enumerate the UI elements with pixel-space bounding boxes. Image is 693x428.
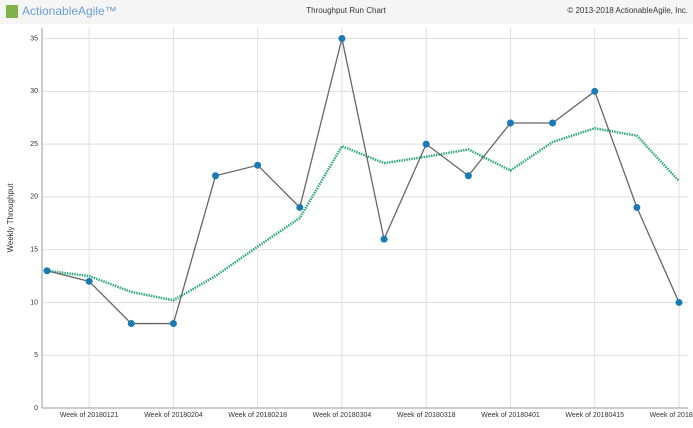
y-tick-label: 25 [30,141,38,148]
x-tick-label: Week of 20180121 [60,412,119,419]
data-point [464,172,472,180]
x-tick-label: Week of 20180415 [565,412,624,419]
x-tick-label: Week of 20180218 [228,412,287,419]
throughput-line [46,38,680,325]
data-point [380,235,388,243]
data-point [127,320,135,328]
y-axis-label: Weekly Throughput [6,183,15,253]
header-bar [0,0,693,24]
data-point [633,203,641,211]
x-tick-label: Week of 20180204 [144,412,203,419]
y-tick-label: 15 [30,247,38,254]
x-tick-label: Week of 20180429 [650,412,693,419]
data-point [506,119,514,127]
data-point [85,277,93,285]
y-tick-label: 20 [30,194,38,201]
y-tick-label: 10 [30,299,38,306]
data-point [296,203,304,211]
data-point [591,87,599,95]
copyright: © 2013-2018 ActionableAgile, Inc. [567,6,688,15]
data-point [422,140,430,148]
data-point [549,119,557,127]
logo: ActionableAgile™ [22,4,117,18]
data-point [254,161,262,169]
average-line [46,126,680,302]
x-tick-label: Week of 20180304 [313,412,372,419]
logo-icon [6,5,18,18]
y-tick-label: 30 [30,88,38,95]
data-point [675,298,683,306]
y-tick-label: 0 [34,405,38,412]
data-point [43,267,51,275]
x-tick-label: Week of 20180318 [397,412,456,419]
data-point [338,35,346,43]
y-tick-label: 35 [30,35,38,42]
data-point [212,172,220,180]
y-tick-label: 5 [34,352,38,359]
chart-title: Throughput Run Chart [306,6,386,15]
x-tick-label: Week of 20180401 [481,412,540,419]
data-point [169,320,177,328]
